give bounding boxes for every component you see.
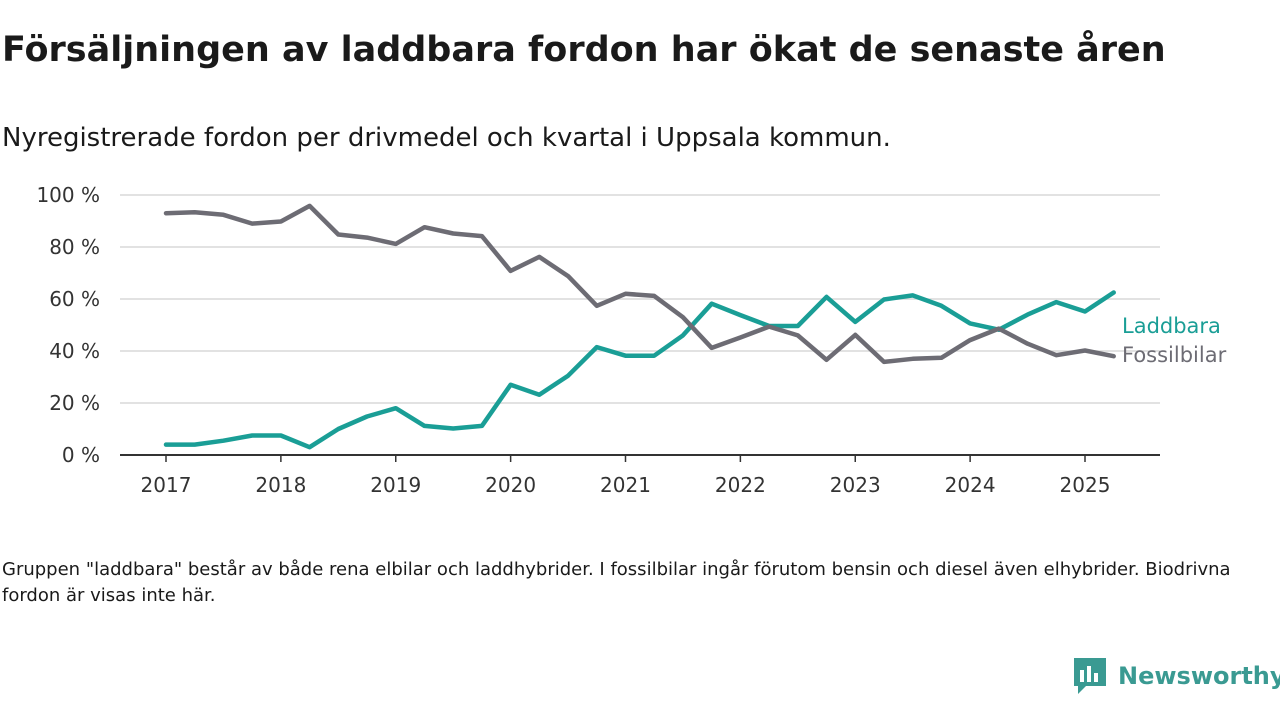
- chart-subtitle: Nyregistrerade fordon per drivmedel och …: [2, 123, 891, 153]
- y-tick-label: 60 %: [49, 287, 100, 311]
- gridlines: [120, 194, 1160, 404]
- y-tick-label: 100 %: [36, 183, 100, 207]
- series-line-fossilbilar: [163, 203, 1116, 365]
- series-lines: [163, 203, 1116, 450]
- y-tick-label: 80 %: [49, 235, 100, 259]
- footnote: Gruppen "laddbara" består av både rena e…: [2, 559, 1231, 606]
- chart-title: Försäljningen av laddbara fordon har öka…: [2, 30, 1166, 70]
- x-tick-label: 2024: [945, 473, 996, 497]
- line-chart: 0 % 20 % 40 % 60 % 80 % 100 % 2017 2018 2019 202…: [36, 183, 1227, 497]
- y-axis-ticks: 0 % 20 % 40 % 60 % 80 % 100 %: [36, 183, 100, 467]
- series-label-fossilbilar: Fossilbilar: [1122, 343, 1227, 367]
- series-labels: Laddbara Fossilbilar: [1122, 314, 1227, 367]
- x-tick-label: 2022: [715, 473, 766, 497]
- y-tick-label: 0 %: [62, 443, 100, 467]
- y-tick-label: 40 %: [49, 339, 100, 363]
- x-tick-label: 2020: [485, 473, 536, 497]
- x-tick-label: 2017: [141, 473, 192, 497]
- x-tick-label: 2025: [1060, 473, 1111, 497]
- x-tick-label: 2021: [600, 473, 651, 497]
- x-tick-label: 2019: [370, 473, 421, 497]
- y-tick-label: 20 %: [49, 391, 100, 415]
- brand-name: Newsworthy: [1118, 662, 1280, 690]
- newsworthy-logo-icon: [1074, 658, 1106, 694]
- series-line-laddbara: [163, 290, 1116, 450]
- series-label-laddbara: Laddbara: [1122, 314, 1221, 338]
- x-axis: 2017 2018 2019 2020 2021 2022 2023 2024 2025: [120, 454, 1160, 497]
- x-tick-label: 2018: [255, 473, 306, 497]
- brand-logo[interactable]: Newsworthy: [1072, 656, 1280, 696]
- x-tick-label: 2023: [830, 473, 881, 497]
